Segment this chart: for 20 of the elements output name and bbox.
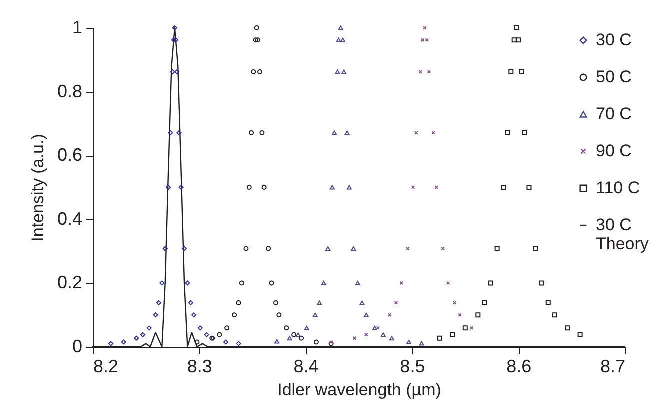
legend-label: 70 C bbox=[596, 104, 632, 124]
y-tick-label: 0 bbox=[72, 336, 82, 356]
x-tick-label: 8.7 bbox=[600, 356, 626, 376]
legend-label: 50 C bbox=[596, 68, 632, 86]
x-tick-label: 8.2 bbox=[94, 356, 119, 376]
legend-label: 90 C bbox=[596, 142, 632, 160]
y-tick-label: 0.2 bbox=[57, 272, 82, 293]
legend-label: 110 C bbox=[596, 178, 640, 198]
legend-label: 30 C Theory bbox=[596, 216, 650, 254]
y-axis-title: Intensity (a.u.) bbox=[28, 134, 48, 242]
y-tick-label: 0.8 bbox=[57, 81, 82, 102]
y-tick-label: 1 bbox=[72, 18, 82, 38]
x-tick-label: 8.3 bbox=[187, 356, 212, 376]
x-tick-label: 8.6 bbox=[506, 356, 532, 376]
y-tick-label: 0.6 bbox=[57, 145, 82, 166]
x-tick-label: 8.5 bbox=[400, 356, 426, 376]
y-tick-label: 0.4 bbox=[57, 208, 82, 229]
x-tick-label: 8.4 bbox=[294, 356, 319, 376]
legend-label: 30 C bbox=[596, 30, 632, 50]
x-axis-title: Idler wavelength (µm) bbox=[278, 380, 442, 400]
